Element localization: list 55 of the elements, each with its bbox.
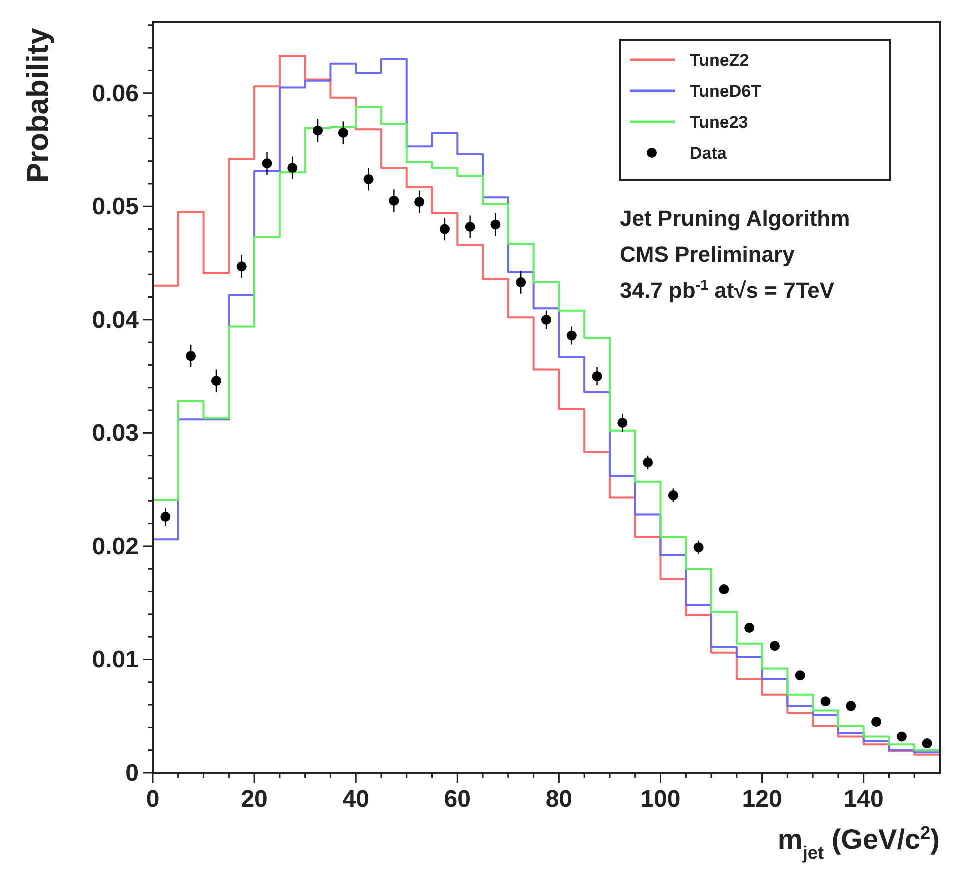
point [186, 351, 196, 362]
point [262, 158, 272, 169]
point [288, 163, 298, 174]
point [236, 262, 247, 272]
x-tick-label: 80 [546, 786, 573, 813]
point [414, 197, 425, 208]
x-tick-label: 100 [640, 786, 681, 813]
y-axis-title: Probability [22, 28, 55, 184]
legend-label: Data [690, 144, 728, 163]
point [846, 701, 856, 712]
x-tick-label: 0 [146, 786, 160, 813]
point [668, 490, 678, 500]
x-tick-label: 20 [241, 786, 268, 813]
point [465, 222, 476, 232]
point [313, 126, 324, 136]
point [566, 330, 577, 341]
point [338, 128, 348, 138]
point [872, 717, 882, 728]
point [694, 542, 704, 553]
y-tick-label: 0.01 [92, 646, 139, 674]
point [542, 314, 552, 325]
y-tick-label: 0.04 [92, 306, 140, 334]
y-tick-label: 0.02 [92, 533, 139, 560]
point [922, 738, 932, 749]
point [389, 196, 400, 206]
x-tick-label: 120 [742, 786, 782, 813]
point [440, 224, 450, 234]
x-tick-label: 40 [342, 786, 370, 813]
point [770, 641, 780, 652]
point [896, 732, 907, 742]
annotation: Jet Pruning Algorithm [620, 206, 850, 231]
point [516, 278, 526, 288]
y-tick-label: 0.05 [92, 194, 139, 221]
point [211, 376, 222, 386]
point [643, 458, 654, 468]
y-tick-label: 0 [126, 760, 139, 787]
point [795, 670, 806, 681]
point [618, 418, 628, 428]
x-tick-label: 60 [444, 786, 471, 813]
point [592, 372, 602, 382]
y-tick-label: 0.03 [92, 420, 139, 448]
annotation: 34.7 pb$^{-1}$ at√s = 7TeV [620, 278, 835, 303]
point [719, 584, 730, 594]
point [820, 696, 831, 707]
point [744, 623, 755, 634]
x-tick-label: 140 [844, 786, 884, 813]
point [490, 220, 501, 230]
point [364, 174, 374, 184]
x-axis-title: m$_{jet}$ (GeV/c$^{2}$) [778, 823, 940, 863]
legend-label: TuneD6T [690, 82, 762, 101]
annotation: CMS Preliminary [620, 242, 796, 267]
legend-label: Tune23 [690, 113, 748, 132]
legend-label: TuneZ2 [690, 51, 750, 70]
point [160, 512, 171, 522]
y-tick-label: 0.06 [92, 80, 139, 108]
